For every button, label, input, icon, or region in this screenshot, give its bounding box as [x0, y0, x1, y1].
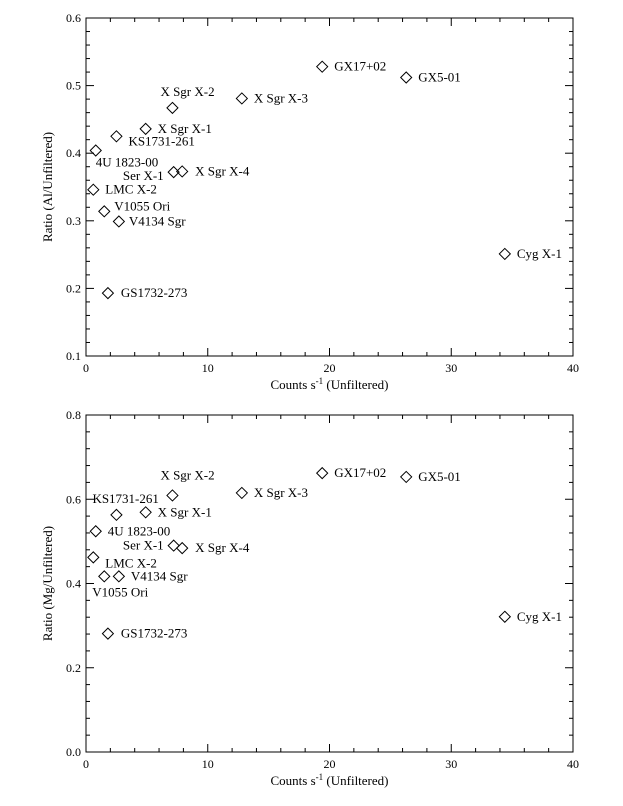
y-tick-label: 0.8 — [66, 408, 81, 422]
point-label-v4134-sgr: V4134 Sgr — [131, 568, 188, 583]
y-tick-label: 0.1 — [66, 349, 81, 363]
point-label-x-sgr-x-2: X Sgr X-2 — [160, 84, 214, 99]
y-tick-label: 0.6 — [66, 11, 81, 25]
y-axis-title: Ratio (Al/Unfiltered) — [40, 132, 55, 242]
point-label-lmc-x-2: LMC X-2 — [105, 182, 157, 197]
point-label-x-sgr-x-1: X Sgr X-1 — [158, 121, 212, 136]
y-tick-label: 0.4 — [66, 146, 81, 160]
point-gx17-02 — [315, 466, 329, 480]
x-tick-label: 10 — [202, 757, 214, 771]
y-axis-title: Ratio (Mg/Unfiltered) — [40, 526, 55, 641]
point-gs1732-273 — [101, 286, 115, 300]
point-label-x-sgr-x-2: X Sgr X-2 — [160, 467, 214, 482]
point-label-x-sgr-x-4: X Sgr X-4 — [195, 163, 250, 178]
point-label-ks1731-261: KS1731-261 — [92, 491, 158, 506]
y-tick-label: 0.4 — [66, 577, 81, 591]
y-tick-label: 0.6 — [66, 492, 81, 506]
plot-frame — [85, 17, 574, 357]
x-axis-title: Counts s-1 (Unfiltered) — [271, 772, 389, 788]
point-ser-x-1 — [167, 539, 180, 552]
y-tick-label: 0.2 — [66, 281, 81, 295]
x-tick-label: 30 — [445, 757, 457, 771]
x-tick-label: 0 — [83, 757, 89, 771]
point-x-sgr-x-2 — [166, 101, 179, 115]
point-label-gx5-01: GX5-01 — [418, 469, 461, 484]
y-tick-label: 0.2 — [66, 661, 81, 675]
point-lmc-x-2 — [87, 183, 100, 196]
y-tick-label: 0.5 — [66, 79, 81, 93]
point-v1055-ori — [98, 205, 111, 218]
point-label-v4134-sgr: V4134 Sgr — [129, 213, 186, 228]
point-v4134-sgr — [112, 215, 126, 228]
point-label-x-sgr-x-3: X Sgr X-3 — [254, 485, 308, 500]
point-label-cyg-x-1: Cyg X-1 — [517, 246, 562, 261]
point-label-ser-x-1: Ser X-1 — [123, 538, 164, 553]
point-label-x-sgr-x-1: X Sgr X-1 — [158, 504, 212, 519]
point-label-gx5-01: GX5-01 — [418, 69, 461, 84]
point-v1055-ori — [98, 570, 111, 583]
point-label-gs1732-273: GS1732-273 — [121, 285, 187, 300]
point-label-cyg-x-1: Cyg X-1 — [517, 609, 562, 624]
point-x-sgr-x-3 — [235, 92, 249, 105]
x-axis-title: Counts s-1 (Unfiltered) — [271, 376, 389, 392]
point-label-ser-x-1: Ser X-1 — [123, 168, 164, 183]
point-x-sgr-x-3 — [235, 486, 249, 500]
point-label-gx17-02: GX17+02 — [334, 465, 386, 480]
mg-ratio-panel: 0 10 20 30 40 0.0 0.2 0.4 0.6 0.8 Counts s-1 (Unfi… — [40, 408, 579, 788]
point-label-lmc-x-2: LMC X-2 — [105, 555, 157, 570]
x-tick-label: 10 — [202, 361, 214, 375]
point-gx5-01 — [399, 71, 413, 84]
point-label-4u-1823-00: 4U 1823-00 — [96, 154, 158, 169]
point-gs1732-273 — [101, 627, 115, 640]
x-tick-label: 0 — [83, 361, 89, 375]
point-label-x-sgr-x-3: X Sgr X-3 — [254, 90, 308, 105]
point-cyg-x-1 — [498, 247, 512, 261]
point-gx17-02 — [315, 60, 329, 73]
point-x-sgr-x-1 — [139, 122, 152, 136]
x-tick-label: 30 — [445, 361, 457, 375]
point-cyg-x-1 — [498, 610, 512, 623]
point-label-v1055-ori: V1055 Ori — [114, 198, 170, 213]
point-x-sgr-x-4 — [175, 165, 189, 178]
x-tick-label: 20 — [324, 361, 336, 375]
point-label-x-sgr-x-4: X Sgr X-4 — [195, 540, 250, 555]
point-4u-1823-00 — [89, 525, 102, 538]
point-x-sgr-x-1 — [139, 506, 152, 519]
al-ratio-panel: 0 10 20 30 40 0.1 0.2 0.3 0.4 0.5 0.6 Counts s-1 (U… — [40, 11, 579, 392]
point-v4134-sgr — [112, 570, 126, 583]
point-label-ks1731-261: KS1731-261 — [128, 133, 194, 148]
point-ks1731-261 — [110, 130, 123, 143]
y-tick-label: 0.0 — [66, 745, 81, 759]
point-lmc-x-2 — [87, 551, 100, 564]
point-label-v1055-ori: V1055 Ori — [92, 584, 148, 599]
x-tick-label: 40 — [567, 361, 579, 375]
point-ks1731-261 — [110, 508, 123, 522]
point-label-4u-1823-00: 4U 1823-00 — [108, 523, 170, 538]
point-4u-1823-00 — [89, 144, 102, 157]
point-gx5-01 — [399, 470, 413, 484]
point-label-gx17-02: GX17+02 — [334, 59, 386, 74]
plot-frame — [85, 414, 574, 753]
y-tick-label: 0.3 — [66, 214, 81, 228]
point-label-gs1732-273: GS1732-273 — [121, 626, 187, 641]
x-tick-label: 40 — [567, 757, 579, 771]
point-x-sgr-x-4 — [175, 541, 189, 555]
x-tick-label: 20 — [324, 757, 336, 771]
point-x-sgr-x-2 — [166, 489, 179, 502]
